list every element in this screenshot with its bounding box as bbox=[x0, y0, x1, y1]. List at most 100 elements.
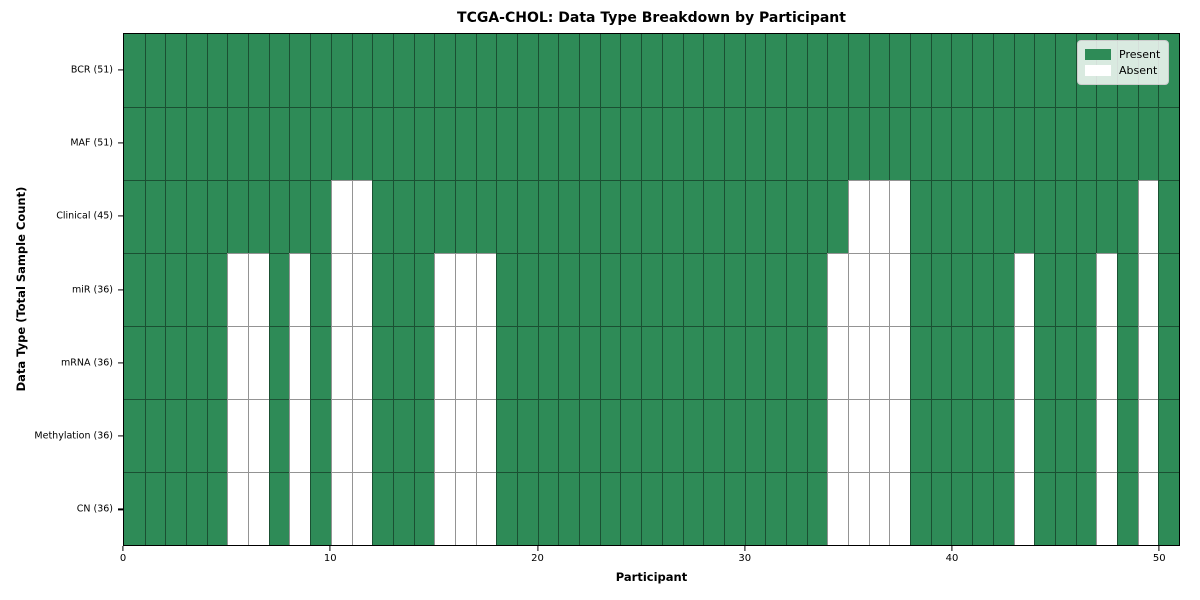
heatmap-cell bbox=[744, 253, 766, 326]
heatmap-cell bbox=[144, 472, 166, 545]
x-tick-label: 50 bbox=[1152, 553, 1166, 564]
heatmap-cell bbox=[806, 34, 828, 107]
heatmap-cell bbox=[910, 107, 931, 180]
heatmap-cell bbox=[227, 472, 249, 545]
heatmap-cell bbox=[682, 107, 704, 180]
heatmap-cell bbox=[268, 180, 290, 253]
heatmap-cell bbox=[682, 253, 704, 326]
x-tick-mark bbox=[1158, 546, 1160, 551]
heatmap-cell bbox=[330, 326, 352, 399]
heatmap-cell bbox=[124, 107, 145, 180]
heatmap-cell bbox=[1116, 107, 1138, 180]
heatmap-cell bbox=[248, 326, 269, 399]
heatmap-cell bbox=[703, 107, 724, 180]
heatmap-cell bbox=[227, 399, 249, 472]
heatmap-cell bbox=[537, 472, 559, 545]
heatmap-cell bbox=[186, 253, 207, 326]
heatmap-cell bbox=[289, 472, 311, 545]
heatmap-cell bbox=[268, 34, 290, 107]
heatmap-cell bbox=[517, 34, 538, 107]
heatmap-cell bbox=[227, 180, 249, 253]
x-tick-mark bbox=[744, 546, 746, 551]
legend-label-present: Present bbox=[1119, 47, 1161, 61]
heatmap-cell bbox=[517, 180, 538, 253]
legend-entry-present: Present bbox=[1085, 48, 1161, 61]
heatmap-cell bbox=[889, 180, 911, 253]
heatmap-cell bbox=[785, 326, 807, 399]
heatmap-cell bbox=[889, 34, 911, 107]
heatmap-cell bbox=[558, 180, 580, 253]
heatmap-cell bbox=[248, 399, 269, 472]
heatmap-cell bbox=[661, 326, 683, 399]
heatmap-cell bbox=[558, 34, 580, 107]
heatmap-cell bbox=[1054, 34, 1076, 107]
heatmap-cell bbox=[930, 253, 952, 326]
heatmap-cell bbox=[868, 472, 890, 545]
heatmap-cell bbox=[392, 180, 414, 253]
heatmap-cell bbox=[496, 326, 518, 399]
heatmap-cell bbox=[1158, 107, 1179, 180]
heatmap-cell bbox=[392, 326, 414, 399]
heatmap-cell bbox=[972, 107, 993, 180]
heatmap-cell bbox=[392, 472, 414, 545]
heatmap-cell bbox=[992, 107, 1014, 180]
heatmap-cell bbox=[392, 107, 414, 180]
heatmap-cell bbox=[744, 180, 766, 253]
heatmap-cell bbox=[889, 326, 911, 399]
x-tick-mark bbox=[329, 546, 331, 551]
heatmap-cell bbox=[186, 34, 207, 107]
heatmap-cell bbox=[620, 253, 642, 326]
heatmap-cell bbox=[827, 180, 849, 253]
heatmap-cell bbox=[517, 253, 538, 326]
heatmap-cell bbox=[868, 180, 890, 253]
heatmap-cell bbox=[351, 107, 373, 180]
heatmap-cell bbox=[1158, 180, 1179, 253]
heatmap-cell bbox=[496, 180, 518, 253]
heatmap-cell bbox=[1137, 326, 1159, 399]
heatmap-cell bbox=[785, 34, 807, 107]
heatmap-cell bbox=[558, 399, 580, 472]
heatmap-cell bbox=[1075, 472, 1097, 545]
heatmap-cell bbox=[972, 253, 993, 326]
heatmap-cell bbox=[144, 107, 166, 180]
heatmap-cell bbox=[1013, 34, 1035, 107]
heatmap-cell bbox=[910, 472, 931, 545]
heatmap-cell bbox=[827, 472, 849, 545]
heatmap-cell bbox=[723, 107, 745, 180]
heatmap-cell bbox=[972, 180, 993, 253]
heatmap-cell bbox=[723, 34, 745, 107]
chart-title: TCGA-CHOL: Data Type Breakdown by Partic… bbox=[457, 10, 846, 26]
heatmap-cell bbox=[744, 399, 766, 472]
heatmap-cell bbox=[1034, 180, 1055, 253]
heatmap-cell bbox=[392, 34, 414, 107]
heatmap-cell bbox=[434, 399, 455, 472]
heatmap-cell bbox=[910, 34, 931, 107]
heatmap-cell bbox=[1137, 472, 1159, 545]
x-tick-label: 20 bbox=[531, 553, 544, 564]
heatmap-cell bbox=[413, 180, 435, 253]
heatmap-cell bbox=[310, 326, 331, 399]
heatmap-cell bbox=[289, 253, 311, 326]
heatmap-cell bbox=[806, 472, 828, 545]
legend-swatch-absent-icon bbox=[1085, 65, 1111, 77]
heatmap-cell bbox=[641, 180, 662, 253]
y-axis-label: Data Type (Total Sample Count) bbox=[14, 186, 28, 392]
x-tick-mark bbox=[122, 546, 124, 551]
heatmap-cell bbox=[1013, 253, 1035, 326]
heatmap-cell bbox=[951, 107, 973, 180]
heatmap-cell bbox=[413, 472, 435, 545]
heatmap-cell bbox=[227, 253, 249, 326]
heatmap-cell bbox=[599, 107, 621, 180]
heatmap-cell bbox=[392, 399, 414, 472]
heatmap-cell bbox=[641, 472, 662, 545]
heatmap-cell bbox=[248, 472, 269, 545]
heatmap-cell bbox=[703, 399, 724, 472]
heatmap-cell bbox=[310, 180, 331, 253]
heatmap-cell bbox=[1054, 326, 1076, 399]
heatmap-cell bbox=[310, 107, 331, 180]
heatmap-cell bbox=[682, 472, 704, 545]
heatmap-cell bbox=[1096, 472, 1117, 545]
heatmap-cell bbox=[1116, 326, 1138, 399]
heatmap-cell bbox=[992, 180, 1014, 253]
heatmap-cell bbox=[496, 472, 518, 545]
